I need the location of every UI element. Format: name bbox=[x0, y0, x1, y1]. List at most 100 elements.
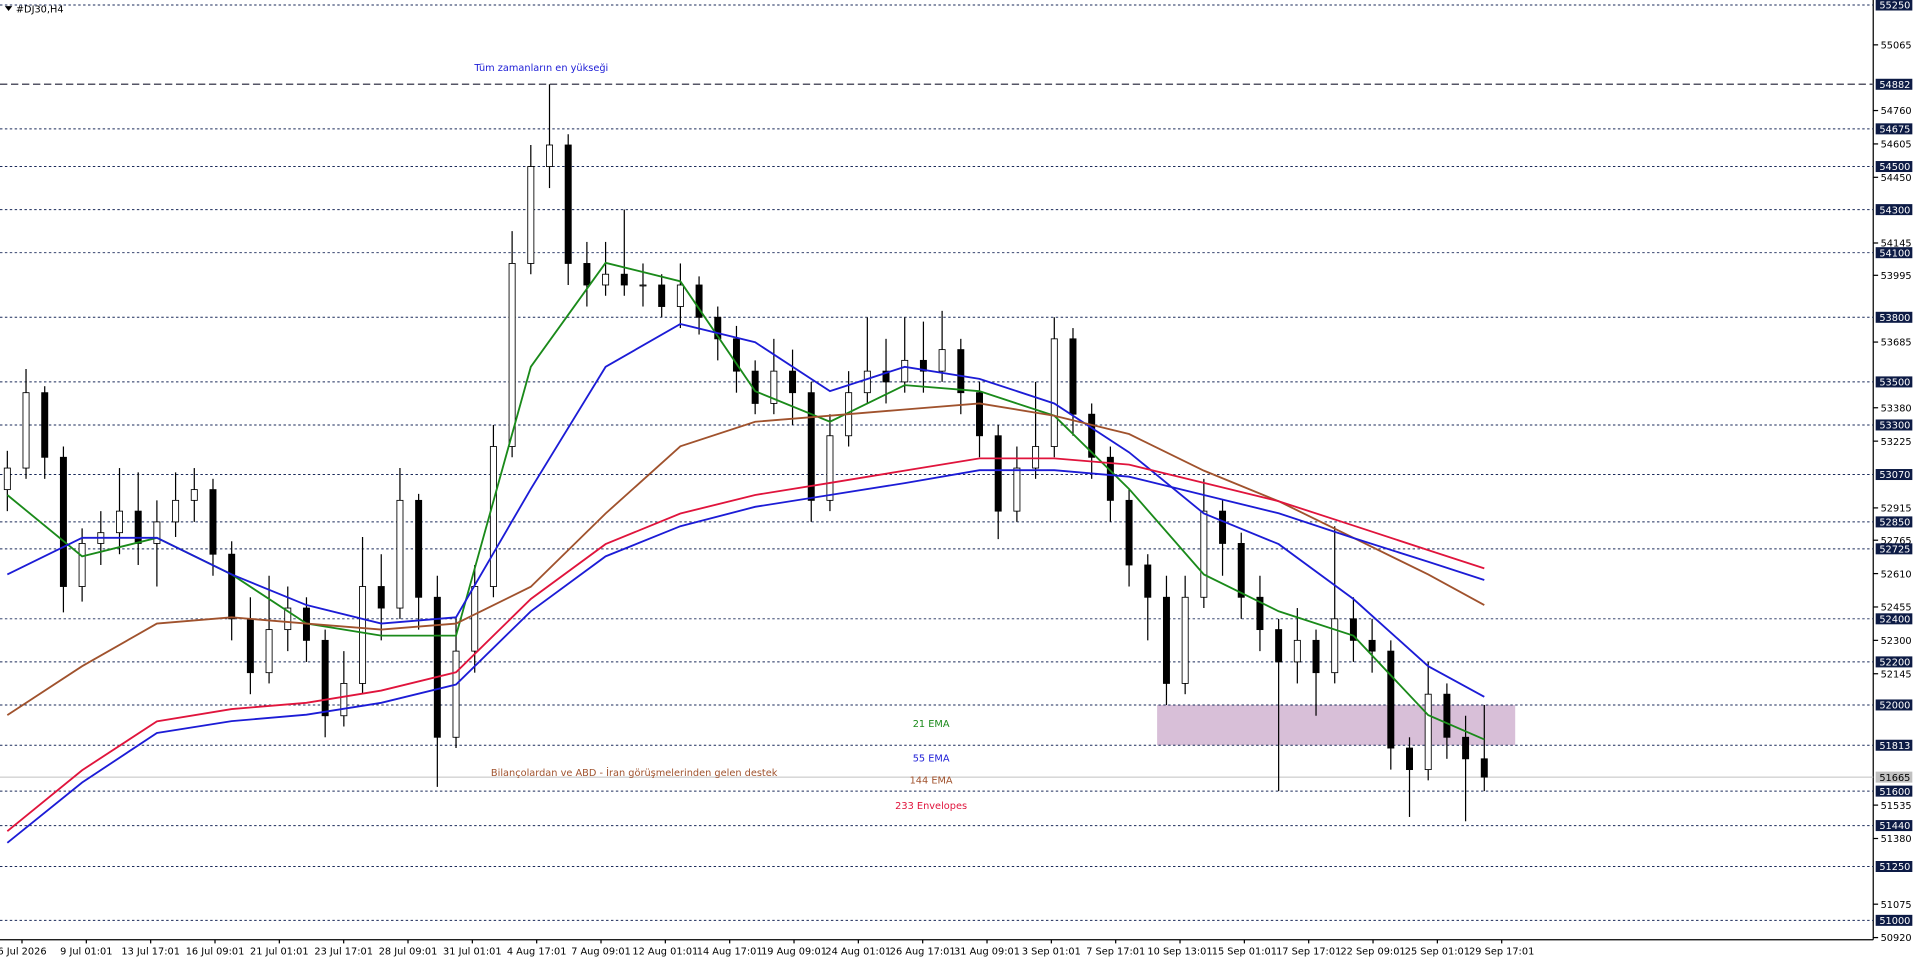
candle-body bbox=[321, 639, 329, 717]
level-label: 52000 bbox=[1879, 701, 1910, 712]
x-tick-label: 6 Jul 2026 bbox=[0, 946, 47, 957]
x-tick-label: 12 Aug 01:01 bbox=[632, 946, 698, 957]
level-label-bg bbox=[1875, 861, 1913, 872]
level-label-bg bbox=[1875, 311, 1913, 323]
candle-body bbox=[489, 446, 497, 587]
candle-body bbox=[116, 510, 123, 534]
level-label: 53300 bbox=[1879, 421, 1910, 432]
level-label-bg bbox=[1875, 123, 1913, 135]
y-tick-label: 51380 bbox=[1881, 834, 1912, 845]
y-tick-label: 52455 bbox=[1881, 603, 1912, 614]
candle-body bbox=[452, 650, 460, 738]
indicator-line bbox=[6, 457, 1485, 832]
level-label-bg bbox=[1875, 820, 1913, 832]
y-tick-label: 52765 bbox=[1881, 536, 1912, 547]
candle-body bbox=[1368, 639, 1376, 652]
x-tick-label: 24 Aug 01:01 bbox=[825, 946, 891, 957]
x-tick-label: 14 Aug 17:01 bbox=[697, 946, 763, 957]
level-label: 52850 bbox=[1879, 518, 1910, 529]
legend-label: 144 EMA bbox=[910, 775, 953, 786]
candle-body bbox=[246, 618, 254, 674]
y-tick-label: 53380 bbox=[1881, 403, 1912, 414]
candle-body bbox=[1406, 747, 1413, 771]
y-tick-label: 52610 bbox=[1881, 569, 1912, 580]
y-tick-label: 52145 bbox=[1881, 669, 1912, 680]
y-tick-label: 54145 bbox=[1881, 239, 1912, 250]
level-label: 51000 bbox=[1879, 916, 1910, 927]
candle-body bbox=[3, 467, 11, 491]
candle-body bbox=[1387, 650, 1395, 749]
candle-body bbox=[172, 499, 180, 523]
y-tick-label: 54605 bbox=[1881, 140, 1912, 151]
level-label-bg bbox=[1875, 613, 1913, 625]
level-label-bg bbox=[1875, 516, 1913, 528]
support-zone bbox=[1157, 704, 1516, 746]
level-label-bg bbox=[1875, 247, 1913, 259]
candle-body bbox=[583, 263, 591, 286]
symbol: #DJ30,H4 bbox=[16, 4, 64, 15]
candle-body bbox=[471, 586, 479, 652]
candle-body bbox=[284, 607, 292, 631]
level-label: 54500 bbox=[1879, 162, 1910, 173]
x-tick-label: 15 Sep 01:01 bbox=[1212, 946, 1277, 957]
candle-body bbox=[1275, 629, 1283, 663]
candle-body bbox=[994, 435, 1002, 512]
x-tick-label: 26 Aug 17:01 bbox=[890, 946, 956, 957]
candle-body bbox=[1106, 456, 1114, 501]
candle-body bbox=[1462, 736, 1470, 760]
x-tick-label: 31 Jul 01:01 bbox=[443, 946, 502, 957]
candle-body bbox=[1331, 618, 1339, 674]
x-tick-label: 7 Sep 17:01 bbox=[1086, 946, 1145, 957]
x-tick-label: 21 Jul 01:01 bbox=[250, 946, 309, 957]
candle-body bbox=[1349, 618, 1357, 641]
candle-body bbox=[639, 284, 647, 287]
candle-body bbox=[602, 273, 610, 286]
candle-body bbox=[1181, 596, 1189, 684]
candle-body bbox=[396, 499, 404, 609]
x-tick-label: 10 Sep 13:01 bbox=[1147, 946, 1212, 957]
x-tick-label: 3 Sep 01:01 bbox=[1022, 946, 1081, 957]
level-label-bg bbox=[1875, 543, 1913, 555]
candle-body bbox=[41, 392, 49, 458]
candle-body bbox=[527, 166, 535, 264]
level-label-bg bbox=[1875, 469, 1913, 481]
level-label-bg bbox=[1875, 204, 1913, 216]
x-tick-label: 22 Sep 09:01 bbox=[1340, 946, 1405, 957]
level-label: 52400 bbox=[1879, 614, 1910, 625]
level-label: 52725 bbox=[1879, 544, 1910, 555]
candle-body bbox=[1013, 467, 1021, 512]
candle-body bbox=[919, 359, 927, 372]
level-label: 54300 bbox=[1879, 205, 1910, 216]
y-tick-label: 52300 bbox=[1881, 636, 1912, 647]
y-tick-label: 53995 bbox=[1881, 271, 1912, 282]
level-label: 51250 bbox=[1879, 862, 1910, 873]
candle-body bbox=[807, 392, 815, 501]
y-tick-label: 50920 bbox=[1881, 933, 1912, 944]
candle-body bbox=[1219, 510, 1227, 544]
legend-label: 21 EMA bbox=[913, 719, 950, 730]
legend-label: 55 EMA bbox=[913, 753, 950, 764]
candle-body bbox=[546, 144, 553, 167]
level-label: 53500 bbox=[1879, 378, 1910, 389]
y-tick-label: 54450 bbox=[1881, 173, 1912, 184]
candle-body bbox=[1293, 639, 1301, 663]
candle-body bbox=[415, 499, 423, 598]
candle-body bbox=[377, 586, 385, 609]
candle-body bbox=[22, 392, 30, 469]
level-label: 54882 bbox=[1879, 80, 1910, 91]
y-tick-label: 53225 bbox=[1881, 437, 1912, 448]
candle-body bbox=[1050, 338, 1058, 447]
candle-body bbox=[1480, 758, 1488, 778]
level-label: 51600 bbox=[1879, 787, 1910, 798]
level-label: 55250 bbox=[1879, 1, 1910, 12]
x-tick-label: 9 Jul 01:01 bbox=[60, 946, 112, 957]
x-tick-label: 25 Sep 01:01 bbox=[1405, 946, 1470, 957]
candle-body bbox=[789, 370, 797, 394]
candle-body bbox=[770, 370, 778, 404]
level-label-bg bbox=[1875, 376, 1913, 388]
candle-body bbox=[1424, 693, 1432, 771]
candle-body bbox=[209, 489, 217, 555]
candle-body bbox=[676, 284, 684, 307]
